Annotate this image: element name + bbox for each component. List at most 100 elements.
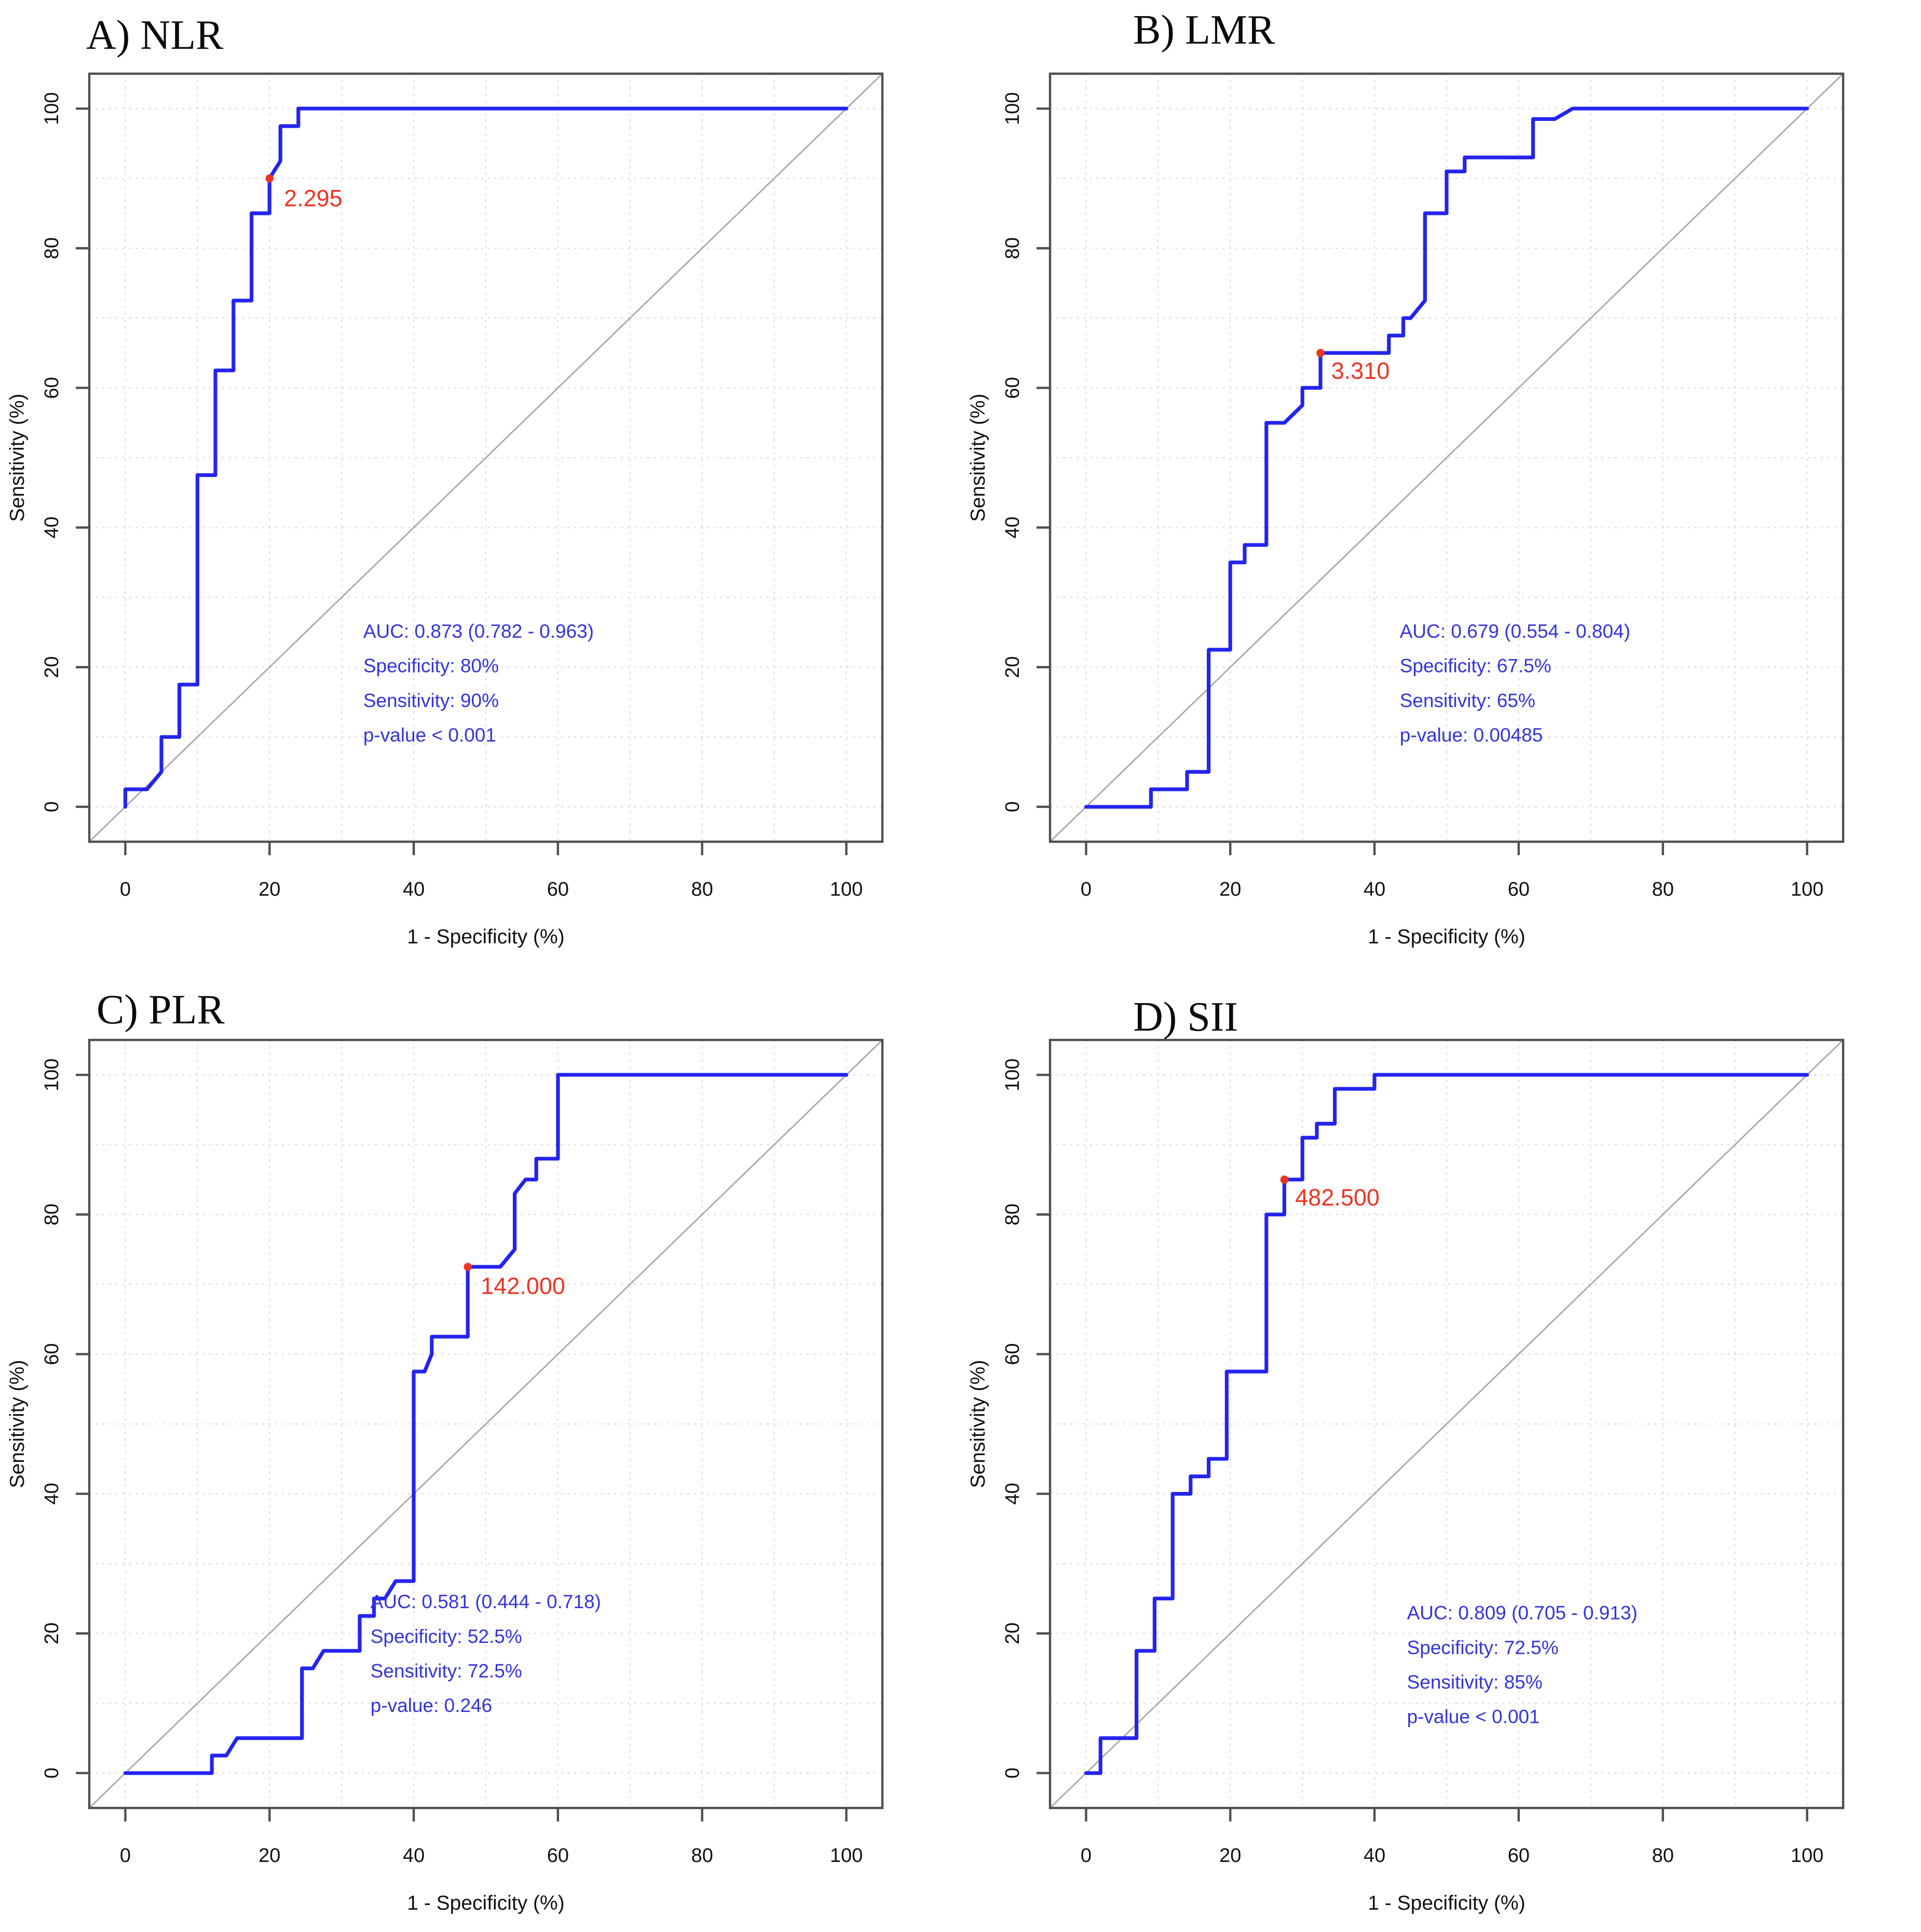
roc-svg: 0 20 40 60 80 100 0 20 40 60 80 100 1 - Specificity … bbox=[967, 1038, 1845, 1914]
annotation-text: AUC: 0.679 (0.554 - 0.804) bbox=[1400, 621, 1630, 642]
y-tick-label: 80 bbox=[1002, 237, 1024, 259]
x-tick-label: 100 bbox=[830, 1845, 863, 1867]
cutoff-point bbox=[464, 1263, 472, 1271]
roc-plot-lmr: 0 20 40 60 80 100 0 20 40 60 80 100 1 - Specificity … bbox=[961, 0, 1921, 965]
y-axis-label: Sensitivity (%) bbox=[6, 393, 29, 522]
y-tick-label: 20 bbox=[1002, 1622, 1024, 1644]
y-tick-label: 40 bbox=[1002, 516, 1024, 538]
annotation-text: Specificity: 67.5% bbox=[1400, 655, 1551, 677]
annotation-text: p-value: 0.00485 bbox=[1400, 724, 1543, 746]
y-tick-label: 0 bbox=[1002, 1767, 1024, 1778]
y-tick-label: 20 bbox=[1002, 656, 1024, 678]
y-tick-label: 0 bbox=[41, 1767, 63, 1778]
x-tick-label: 100 bbox=[830, 879, 863, 900]
annotation-text: Sensitivity: 65% bbox=[1400, 690, 1535, 711]
x-tick-label: 20 bbox=[258, 879, 280, 900]
cutoff-point bbox=[1316, 349, 1325, 357]
y-tick-label: 80 bbox=[41, 1203, 63, 1225]
roc-plot-plr: 0 20 40 60 80 100 0 20 40 60 80 100 1 - Specificity … bbox=[0, 966, 960, 1931]
roc-svg: 0 20 40 60 80 100 0 20 40 60 80 100 1 - Specificity … bbox=[6, 1038, 884, 1914]
x-tick-label: 0 bbox=[120, 1845, 131, 1867]
plot-border bbox=[88, 72, 884, 843]
cutoff-label: 3.310 bbox=[1331, 358, 1390, 384]
x-tick-label: 60 bbox=[547, 1845, 569, 1867]
x-axis-label: 1 - Specificity (%) bbox=[407, 926, 564, 948]
y-tick-label: 100 bbox=[41, 1059, 63, 1091]
x-tick-label: 0 bbox=[120, 879, 131, 900]
x-axis-label: 1 - Specificity (%) bbox=[1368, 1892, 1525, 1914]
roc-plot-sii: 0 20 40 60 80 100 0 20 40 60 80 100 1 - Specificity … bbox=[961, 966, 1921, 1931]
panel-title-nlr: A) NLR bbox=[86, 12, 224, 58]
y-tick-label: 60 bbox=[41, 377, 63, 399]
y-tick-label: 0 bbox=[1002, 801, 1024, 812]
annotation-text: Specificity: 52.5% bbox=[371, 1626, 522, 1647]
y-tick-label: 40 bbox=[1002, 1483, 1024, 1504]
x-tick-label: 80 bbox=[1652, 1845, 1674, 1867]
x-tick-label: 60 bbox=[547, 879, 569, 900]
plot-border bbox=[1048, 72, 1845, 843]
x-tick-label: 40 bbox=[403, 1845, 425, 1867]
x-tick-label: 100 bbox=[1791, 1845, 1823, 1867]
panel-title-lmr: B) LMR bbox=[1133, 7, 1275, 53]
y-tick-label: 100 bbox=[1002, 92, 1024, 125]
y-tick-label: 80 bbox=[1002, 1203, 1024, 1225]
annotation-text: Specificity: 72.5% bbox=[1407, 1637, 1559, 1658]
annotation-text: p-value: 0.246 bbox=[371, 1695, 493, 1716]
x-tick-label: 80 bbox=[691, 1845, 713, 1867]
roc-curve bbox=[1084, 106, 1809, 809]
y-tick-label: 60 bbox=[1002, 377, 1024, 399]
annotation-text: Specificity: 80% bbox=[363, 655, 499, 677]
y-tick-label: 0 bbox=[41, 801, 63, 812]
roc-curve bbox=[123, 1073, 849, 1775]
panel-title-plr: C) PLR bbox=[97, 987, 225, 1033]
diagonal-reference-line bbox=[1050, 1039, 1844, 1809]
annotation-text: p-value < 0.001 bbox=[363, 724, 496, 746]
panel-lmr: B) LMR 0 20 40 60 80 100 0 20 40 60 80 100 1 - Speci… bbox=[961, 0, 1921, 966]
roc-curve bbox=[123, 106, 849, 809]
x-tick-label: 60 bbox=[1508, 879, 1530, 900]
cutoff-label: 142.000 bbox=[481, 1273, 565, 1299]
annotation-text: Sensitivity: 85% bbox=[1407, 1671, 1543, 1693]
annotation-text: AUC: 0.809 (0.705 - 0.913) bbox=[1407, 1602, 1638, 1624]
annotation-text: AUC: 0.873 (0.782 - 0.963) bbox=[363, 621, 594, 642]
x-axis-label: 1 - Specificity (%) bbox=[1368, 926, 1525, 948]
x-axis-label: 1 - Specificity (%) bbox=[407, 1892, 564, 1914]
x-tick-label: 20 bbox=[258, 1845, 280, 1867]
diagonal-reference-line bbox=[89, 1039, 883, 1809]
roc-curve bbox=[1084, 1073, 1809, 1775]
panel-nlr: A) NLR 0 20 40 60 80 100 0 20 40 60 80 100 1 - Speci… bbox=[0, 0, 960, 966]
x-tick-label: 0 bbox=[1081, 1845, 1092, 1867]
x-tick-label: 0 bbox=[1081, 879, 1092, 900]
roc-svg: 0 20 40 60 80 100 0 20 40 60 80 100 1 - Specificity … bbox=[967, 72, 1845, 948]
annotation-text: Sensitivity: 72.5% bbox=[371, 1660, 522, 1681]
x-tick-label: 20 bbox=[1219, 879, 1241, 900]
y-axis-label: Sensitivity (%) bbox=[967, 1360, 989, 1488]
roc-plot-nlr: 0 20 40 60 80 100 0 20 40 60 80 100 1 - Specificity … bbox=[0, 0, 960, 965]
x-tick-label: 40 bbox=[1364, 879, 1385, 900]
y-tick-label: 100 bbox=[41, 92, 63, 125]
y-tick-label: 100 bbox=[1002, 1059, 1024, 1091]
x-tick-label: 100 bbox=[1791, 879, 1823, 900]
cutoff-point bbox=[1280, 1175, 1289, 1184]
y-tick-label: 40 bbox=[41, 1483, 63, 1504]
panel-sii: D) SII 0 20 40 60 80 100 0 20 40 60 80 100 1 - Speci… bbox=[961, 966, 1921, 1932]
annotation-text: p-value < 0.001 bbox=[1407, 1706, 1540, 1728]
y-tick-label: 40 bbox=[41, 516, 63, 538]
annotation-text: Sensitivity: 90% bbox=[363, 690, 499, 711]
plot-border bbox=[88, 1038, 884, 1810]
panel-plr: C) PLR 0 20 40 60 80 100 0 20 40 60 80 100 1 - Speci… bbox=[0, 966, 960, 1932]
y-tick-label: 60 bbox=[41, 1343, 63, 1365]
x-tick-label: 40 bbox=[403, 879, 425, 900]
plot-border bbox=[1048, 1038, 1845, 1810]
diagonal-reference-line bbox=[89, 73, 883, 843]
x-tick-label: 60 bbox=[1508, 1845, 1530, 1867]
y-tick-label: 80 bbox=[41, 237, 63, 259]
panel-title-sii: D) SII bbox=[1133, 994, 1238, 1040]
annotation-text: AUC: 0.581 (0.444 - 0.718) bbox=[371, 1591, 601, 1612]
x-tick-label: 80 bbox=[691, 879, 713, 900]
x-tick-label: 20 bbox=[1219, 1845, 1241, 1867]
cutoff-label: 482.500 bbox=[1295, 1184, 1380, 1211]
y-tick-label: 60 bbox=[1002, 1343, 1024, 1365]
x-tick-label: 80 bbox=[1652, 879, 1674, 900]
